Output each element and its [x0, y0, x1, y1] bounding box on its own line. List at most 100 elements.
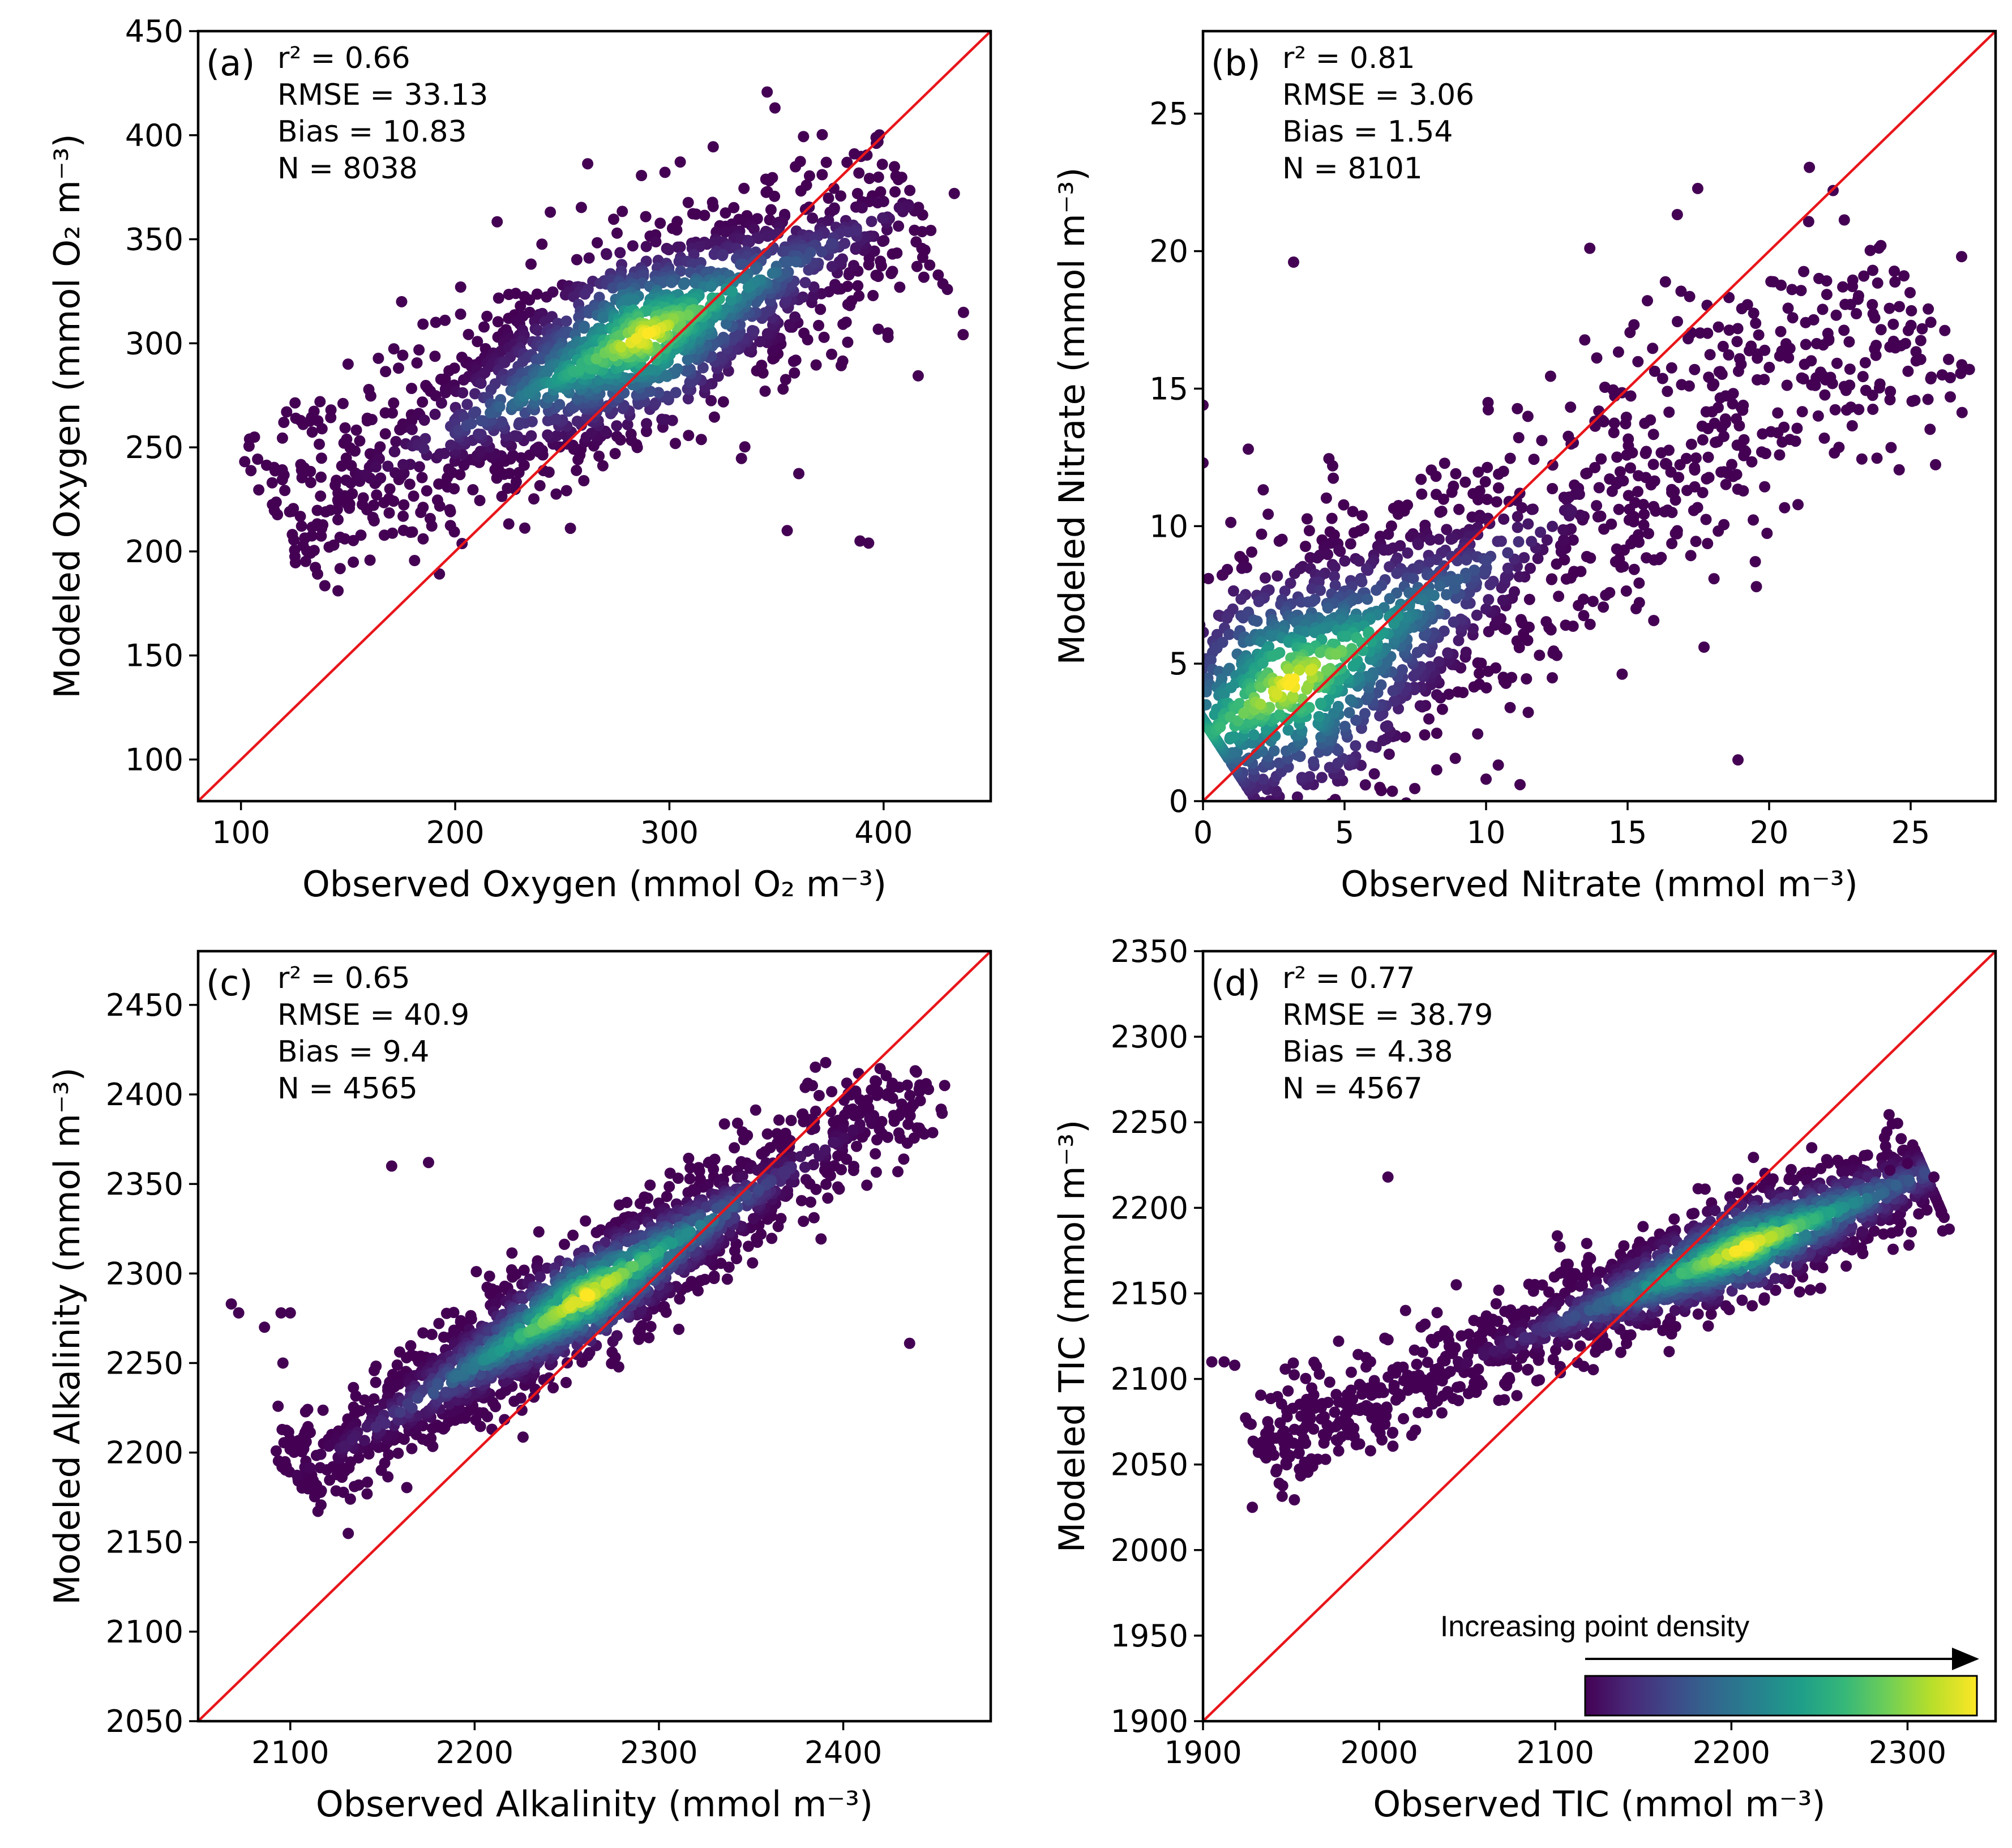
scatter-point [492, 316, 504, 328]
scatter-point [611, 420, 623, 432]
scatter-point [818, 331, 830, 343]
scatter-point [1916, 323, 1928, 335]
scatter-point [1286, 814, 1297, 825]
scatter-point [777, 383, 789, 395]
scatter-point [1285, 578, 1296, 589]
scatter-point [1469, 564, 1480, 576]
scatter-point [305, 1427, 316, 1439]
scatter-point [478, 321, 490, 333]
scatter-point [1397, 664, 1409, 675]
scatter-point [1692, 182, 1703, 194]
scatter-point [1179, 681, 1191, 692]
scatter-point [1329, 579, 1341, 591]
scatter-point [1613, 553, 1625, 565]
scatter-point [1349, 527, 1360, 538]
x-tick-label: 400 [854, 815, 913, 850]
scatter-point [1522, 518, 1534, 530]
scatter-point [1713, 401, 1724, 413]
scatter-point [1149, 640, 1161, 651]
scatter-point [1482, 397, 1494, 408]
scatter-point [429, 350, 441, 362]
scatter-point [405, 1340, 417, 1351]
scatter-point [1176, 682, 1188, 693]
scatter-point [1234, 698, 1245, 709]
scatter-point [1943, 353, 1954, 365]
scatter-point [340, 452, 352, 464]
scatter-point [1151, 643, 1162, 654]
scatter-point [1332, 674, 1344, 686]
scatter-point [1217, 636, 1228, 648]
scatter-point [1922, 393, 1934, 405]
scatter-point [1714, 366, 1726, 378]
scatter-point [636, 170, 648, 181]
scatter-point [1443, 688, 1455, 700]
scatter-point [1697, 434, 1709, 446]
scatter-point [1513, 641, 1525, 653]
scatter-point [683, 430, 695, 442]
scatter-point [841, 1153, 853, 1165]
scatter-point [627, 240, 639, 252]
scatter-point [1483, 626, 1495, 638]
scatter-point [308, 405, 320, 417]
scatter-point [359, 1394, 370, 1406]
scatter-point [457, 387, 469, 399]
scatter-point [622, 419, 633, 430]
scatter-point [346, 1434, 358, 1445]
x-axis-title: Observed Oxygen (mmol O₂ m⁻³) [302, 863, 887, 905]
scatter-point [1611, 478, 1623, 490]
scatter-point [687, 258, 699, 270]
scatter-point [1647, 459, 1659, 470]
scatter-point [901, 1137, 913, 1149]
scatter-point [1535, 527, 1547, 538]
scatter-point [747, 325, 758, 336]
scatter-point [1203, 572, 1214, 584]
scatter-point [1899, 337, 1911, 349]
scatter-point [301, 545, 312, 557]
scatter-point [913, 1122, 925, 1134]
scatter-point [1727, 398, 1739, 410]
scatter-point [759, 385, 771, 397]
scatter-point [1640, 472, 1652, 484]
scatter-point [1459, 476, 1471, 488]
scatter-points [1149, 161, 1975, 825]
scatter-point [1831, 357, 1843, 369]
scatter-point [1573, 600, 1585, 611]
scatter-point [279, 485, 291, 497]
scatter-point [750, 1104, 761, 1116]
scatter-point [327, 1461, 339, 1473]
scatter-point [443, 463, 455, 475]
scatter-point [332, 585, 344, 597]
scatter-point [1296, 772, 1308, 784]
scatter-point [634, 1197, 646, 1209]
scatter-point [717, 396, 729, 408]
scatter-point [808, 281, 820, 293]
scatter-point [1923, 303, 1934, 315]
scatter-point [1629, 497, 1641, 508]
scatter-point [1702, 538, 1714, 549]
scatter-point [1187, 698, 1198, 709]
scatter-point [393, 1378, 405, 1390]
scatter-point [1500, 571, 1512, 583]
scatter-point [759, 307, 770, 319]
scatter-point [1638, 519, 1650, 531]
panel-label: (b) [1211, 42, 1261, 84]
scatter-point [761, 230, 773, 242]
scatter-point [1186, 696, 1197, 707]
scatter-point [503, 289, 515, 300]
scatter-point [1662, 504, 1673, 516]
scatter-point [571, 254, 583, 266]
scatter-point [708, 411, 720, 423]
scatter-point [743, 1240, 754, 1252]
scatter-point [1905, 319, 1917, 331]
scatter-point [276, 1423, 288, 1435]
scatter-point [1659, 276, 1671, 288]
scatter-point [611, 227, 623, 239]
scatter-point [1671, 209, 1683, 220]
scatter-point [1625, 462, 1636, 474]
scatter-point [643, 1332, 655, 1344]
scatter-point [1334, 545, 1346, 557]
scatter-point [302, 1404, 314, 1415]
scatter-point [1700, 514, 1712, 525]
scatter-point [1621, 449, 1633, 461]
scatter-point [871, 1076, 883, 1088]
